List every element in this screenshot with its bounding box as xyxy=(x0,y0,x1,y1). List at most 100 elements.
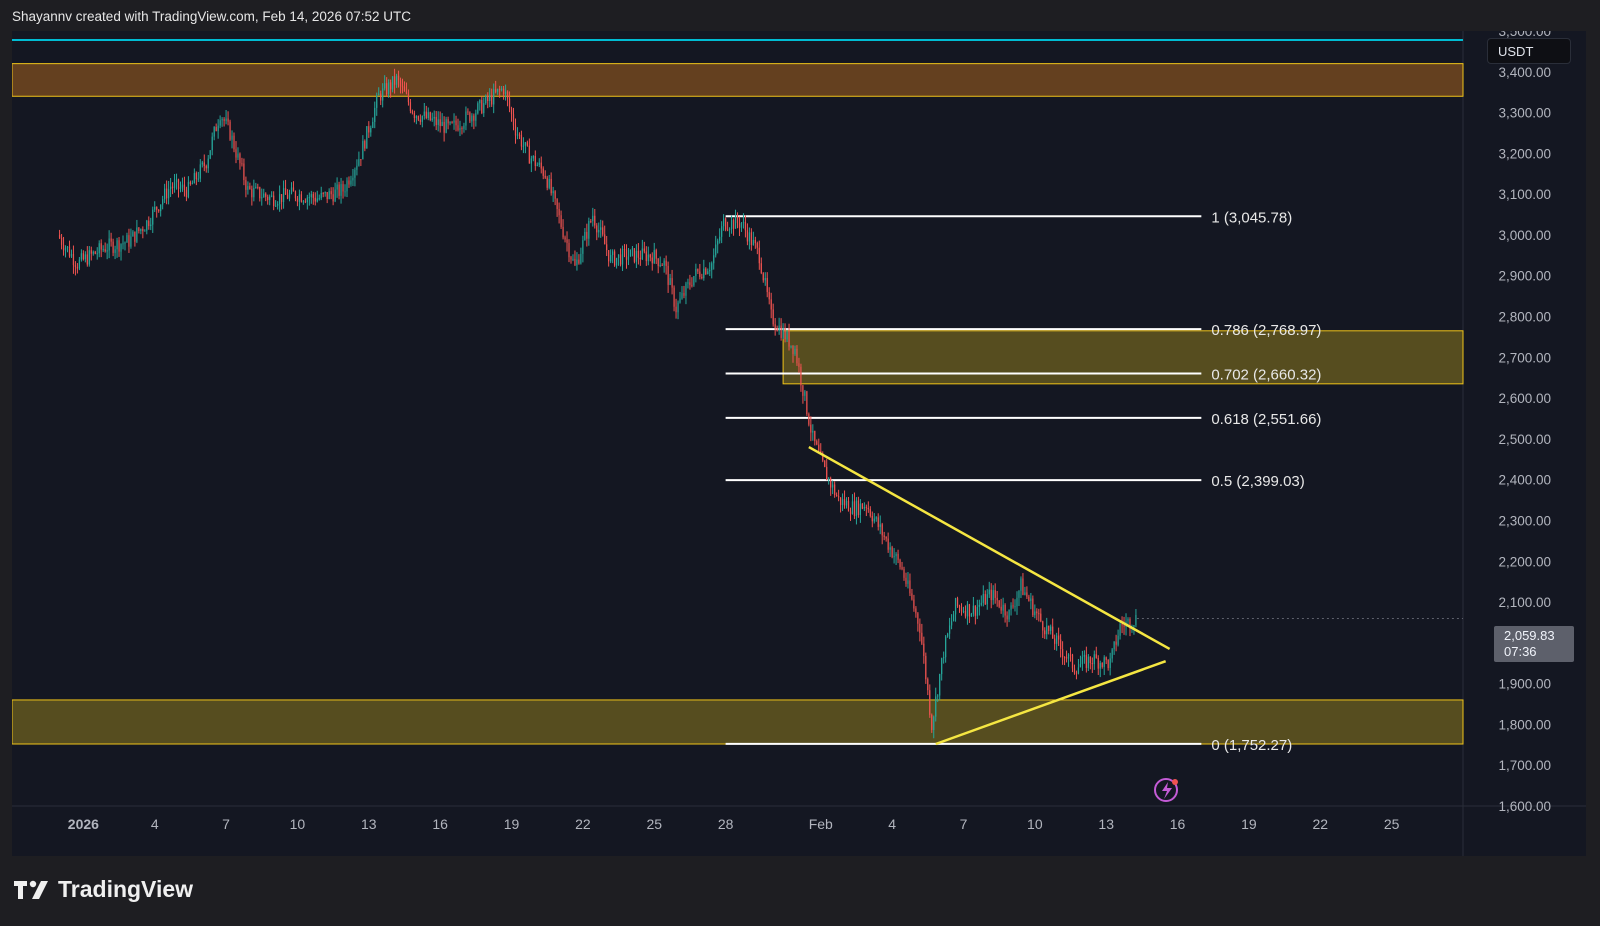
candle-body xyxy=(1024,592,1026,595)
candle-body xyxy=(344,191,346,193)
candle-body xyxy=(479,99,481,104)
candle-body xyxy=(929,690,931,715)
candle-body xyxy=(483,103,485,114)
candle-body xyxy=(592,215,594,222)
candle-body xyxy=(397,75,400,81)
candle-body xyxy=(1093,654,1095,665)
candle-body xyxy=(596,225,598,233)
x-tick-label-3: 10 xyxy=(290,816,306,832)
y-tick-label-11: 2,700.00 xyxy=(1498,350,1551,365)
candle-body xyxy=(639,257,641,260)
candle-body xyxy=(784,328,786,340)
candle-body xyxy=(185,190,188,197)
candle-body xyxy=(62,244,65,251)
candle-body xyxy=(806,391,808,415)
candle-body xyxy=(388,82,390,95)
candle-body xyxy=(786,331,788,340)
candle-body xyxy=(66,246,69,248)
fib-level-label-1: 0.786 (2,768.97) xyxy=(1211,322,1321,339)
candle-body xyxy=(923,643,925,656)
candle-body xyxy=(899,559,901,568)
candle-body xyxy=(227,118,229,122)
candle-body xyxy=(826,466,828,481)
candle-body xyxy=(489,95,491,101)
candle-body xyxy=(100,243,102,250)
candle-body xyxy=(746,230,749,242)
candle-body xyxy=(382,88,384,101)
candle-body xyxy=(189,182,192,185)
y-tick-label-6: 2,200.00 xyxy=(1498,554,1551,569)
candle-body xyxy=(197,178,199,180)
candle-body xyxy=(647,254,649,262)
candle-body xyxy=(701,276,703,279)
candle-body xyxy=(481,99,483,114)
candle-body xyxy=(635,250,638,262)
candle-body xyxy=(181,184,184,188)
candle-body xyxy=(465,111,467,126)
candle-body xyxy=(512,114,515,126)
candle-body xyxy=(74,265,77,267)
candle-body xyxy=(92,251,94,254)
tradingview-brand[interactable]: TradingView xyxy=(14,876,193,903)
candle-body xyxy=(657,258,659,266)
candle-body xyxy=(740,222,743,228)
y-tick-label-17: 3,300.00 xyxy=(1498,106,1551,121)
candle-body xyxy=(931,714,933,730)
candle-body xyxy=(667,265,669,285)
candle-body xyxy=(847,500,850,512)
candle-body xyxy=(594,215,596,226)
chart-attribution: Shayannv created with TradingView.com, F… xyxy=(12,9,411,24)
candle-body xyxy=(1020,578,1022,591)
candle-body xyxy=(673,287,675,307)
candle-body xyxy=(683,293,685,296)
price-chart[interactable]: 1 (3,045.78) 0.786 (2,768.97) 0.702 (2,660… xyxy=(12,31,1586,856)
candle-body xyxy=(112,241,114,253)
candle-body xyxy=(399,80,402,87)
candle-body xyxy=(655,250,657,259)
candle-body xyxy=(885,536,887,539)
candle-body xyxy=(350,180,352,185)
candle-body xyxy=(976,606,978,616)
candle-body xyxy=(362,141,364,160)
candle-body xyxy=(401,86,404,88)
candle-body xyxy=(130,236,132,247)
candle-body xyxy=(962,611,965,613)
candle-body xyxy=(631,248,634,250)
candle-body xyxy=(148,220,150,227)
candle-body xyxy=(598,229,600,233)
candle-body xyxy=(837,496,840,498)
bar-countdown: 07:36 xyxy=(1504,644,1537,659)
candle-body xyxy=(78,259,81,269)
y-tick-label-1: 1,700.00 xyxy=(1498,758,1551,773)
candle-body xyxy=(865,506,867,508)
chart-panel[interactable]: 1 (3,045.78) 0.786 (2,768.97) 0.702 (2,660… xyxy=(12,31,1586,856)
tradingview-logo-icon xyxy=(14,880,48,899)
candle-body xyxy=(455,120,457,126)
candle-body xyxy=(935,696,937,717)
candle-body xyxy=(744,221,747,231)
candle-body xyxy=(259,187,261,199)
candle-body xyxy=(233,135,235,150)
candle-body xyxy=(389,82,392,90)
candle-body xyxy=(86,254,88,265)
candle-body xyxy=(873,518,875,522)
candle-body xyxy=(1042,621,1044,631)
candle-body xyxy=(1004,604,1006,616)
lightning-alert-icon[interactable] xyxy=(1154,778,1178,802)
candle-body xyxy=(120,244,122,252)
candle-body xyxy=(150,224,152,227)
candle-body xyxy=(980,602,982,605)
candle-body xyxy=(497,88,499,92)
candle-body xyxy=(261,197,263,199)
candle-body xyxy=(358,159,360,166)
zone-demand-1 xyxy=(782,330,1464,385)
candle-body xyxy=(286,194,289,199)
currency-selector-button[interactable]: USDT xyxy=(1487,38,1571,64)
candle-body xyxy=(1038,613,1040,615)
candle-body xyxy=(275,205,277,207)
candle-body xyxy=(1079,664,1082,668)
candle-body xyxy=(556,198,558,209)
candle-body xyxy=(413,113,416,119)
candle-body xyxy=(832,484,834,488)
candle-body xyxy=(736,215,739,224)
